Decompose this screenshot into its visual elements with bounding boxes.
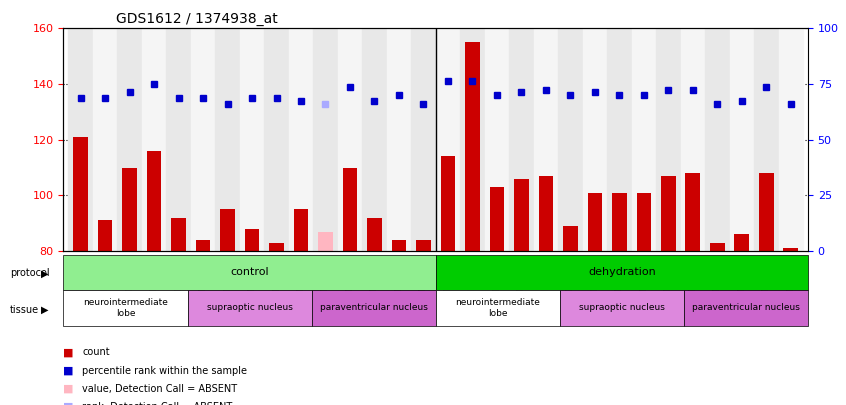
Bar — [563, 226, 578, 251]
Text: ▶: ▶ — [41, 305, 48, 315]
FancyBboxPatch shape — [63, 290, 188, 326]
Bar — [612, 193, 627, 251]
Text: dehydration: dehydration — [588, 267, 656, 277]
Bar — [239, 28, 264, 251]
Bar — [705, 28, 729, 251]
Bar — [636, 193, 651, 251]
Bar — [294, 209, 308, 251]
Bar — [436, 28, 460, 251]
Bar — [710, 243, 725, 251]
FancyBboxPatch shape — [684, 290, 808, 326]
Bar — [313, 28, 338, 251]
Bar — [220, 209, 235, 251]
Bar — [93, 28, 118, 251]
Bar — [411, 28, 436, 251]
Text: protocol: protocol — [10, 269, 50, 278]
Bar — [465, 42, 480, 251]
Bar — [460, 28, 485, 251]
Bar — [607, 28, 632, 251]
Bar — [661, 176, 676, 251]
FancyBboxPatch shape — [560, 290, 684, 326]
Bar — [122, 168, 137, 251]
Bar — [680, 28, 705, 251]
Bar — [587, 193, 602, 251]
Text: ▶: ▶ — [41, 269, 48, 278]
FancyBboxPatch shape — [63, 255, 436, 290]
Text: supraoptic nucleus: supraoptic nucleus — [579, 303, 665, 312]
Bar — [778, 28, 803, 251]
Bar — [338, 28, 362, 251]
Bar — [783, 248, 798, 251]
Text: supraoptic nucleus: supraoptic nucleus — [206, 303, 293, 312]
Text: neurointermediate
lobe: neurointermediate lobe — [455, 298, 540, 318]
Text: control: control — [230, 267, 269, 277]
Bar — [362, 28, 387, 251]
Bar — [171, 217, 186, 251]
Bar — [74, 137, 88, 251]
Bar — [367, 217, 382, 251]
Text: count: count — [82, 347, 110, 357]
Bar — [343, 168, 357, 251]
Bar — [264, 28, 288, 251]
Text: ■: ■ — [63, 384, 74, 394]
Text: value, Detection Call = ABSENT: value, Detection Call = ABSENT — [82, 384, 237, 394]
Bar — [416, 240, 431, 251]
Bar — [195, 240, 211, 251]
Bar — [632, 28, 656, 251]
Bar — [387, 28, 411, 251]
FancyBboxPatch shape — [311, 290, 436, 326]
Bar — [142, 28, 167, 251]
Bar — [729, 28, 754, 251]
Bar — [583, 28, 607, 251]
Bar — [534, 28, 558, 251]
Text: ■: ■ — [63, 366, 74, 375]
Bar — [392, 240, 406, 251]
Bar — [441, 156, 455, 251]
Bar — [98, 220, 113, 251]
Bar — [539, 176, 553, 251]
Bar — [734, 234, 750, 251]
Bar — [269, 243, 284, 251]
Bar — [509, 28, 534, 251]
Text: ■: ■ — [63, 347, 74, 357]
FancyBboxPatch shape — [436, 255, 808, 290]
Bar — [69, 28, 93, 251]
Bar — [191, 28, 215, 251]
Text: rank, Detection Call = ABSENT: rank, Detection Call = ABSENT — [82, 402, 233, 405]
Text: percentile rank within the sample: percentile rank within the sample — [82, 366, 247, 375]
Bar — [146, 151, 162, 251]
Text: ■: ■ — [63, 402, 74, 405]
Text: tissue: tissue — [10, 305, 39, 315]
Bar — [490, 187, 504, 251]
Text: neurointermediate
lobe: neurointermediate lobe — [83, 298, 168, 318]
Bar — [244, 229, 260, 251]
Bar — [118, 28, 142, 251]
Bar — [754, 28, 778, 251]
Bar — [685, 173, 700, 251]
FancyBboxPatch shape — [436, 290, 560, 326]
Bar — [318, 232, 332, 251]
Bar — [558, 28, 583, 251]
Text: paraventricular nucleus: paraventricular nucleus — [692, 303, 799, 312]
Bar — [485, 28, 509, 251]
Bar — [759, 173, 773, 251]
Text: GDS1612 / 1374938_at: GDS1612 / 1374938_at — [116, 12, 277, 26]
Bar — [514, 179, 529, 251]
Text: paraventricular nucleus: paraventricular nucleus — [320, 303, 427, 312]
Bar — [215, 28, 239, 251]
Bar — [288, 28, 313, 251]
Bar — [167, 28, 191, 251]
Bar — [656, 28, 680, 251]
FancyBboxPatch shape — [188, 290, 311, 326]
